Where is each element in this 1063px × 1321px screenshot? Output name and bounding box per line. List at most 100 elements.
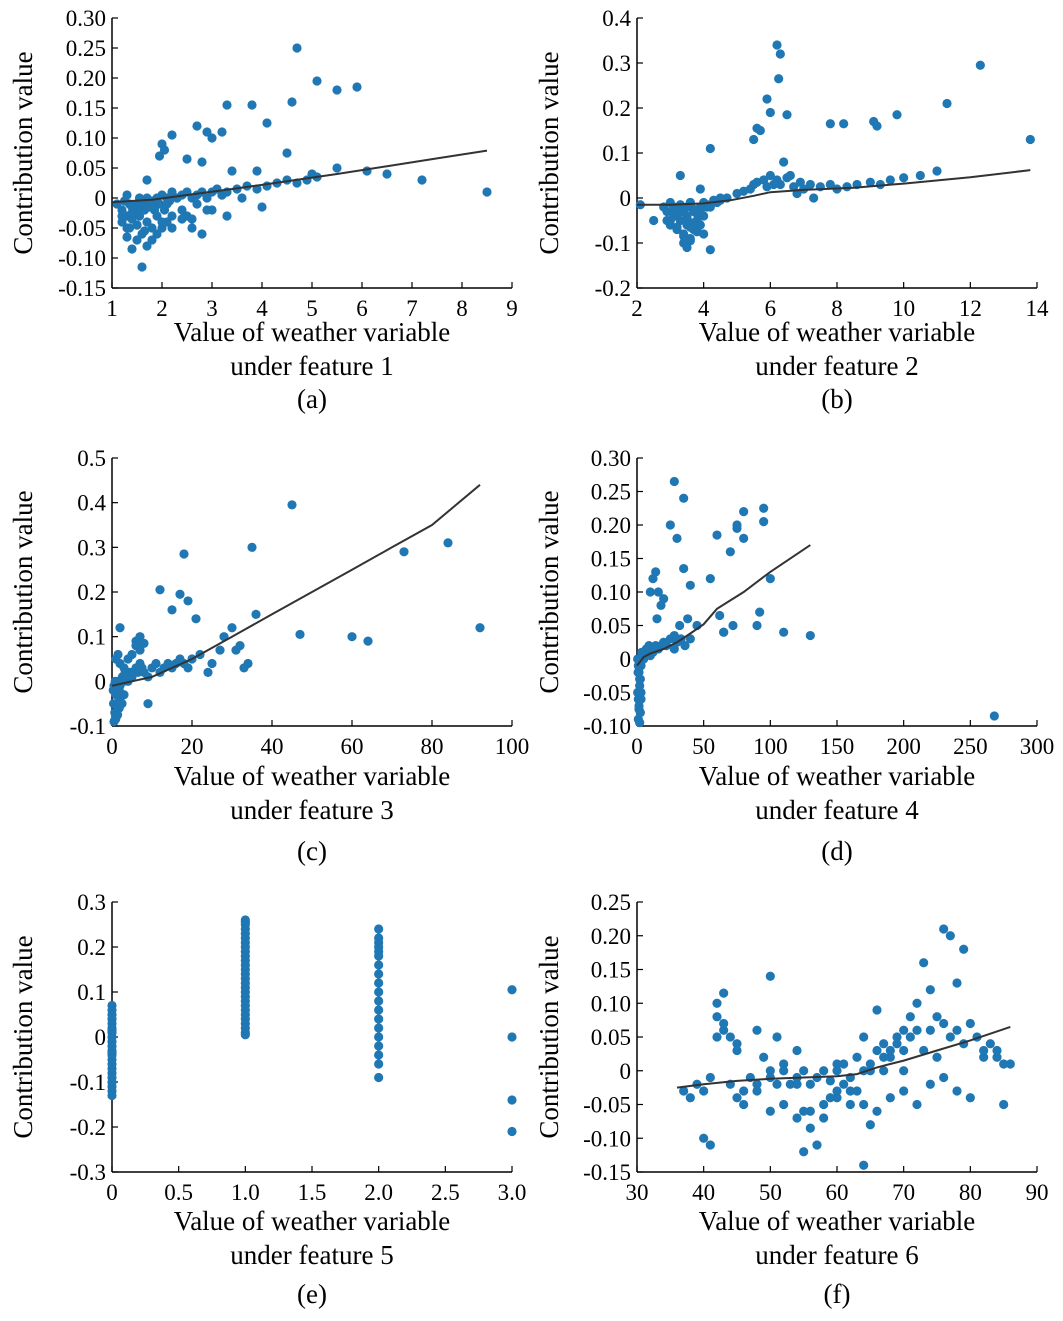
data-point (952, 1025, 962, 1035)
data-point (665, 520, 675, 530)
data-point (879, 1052, 889, 1062)
x-tick-label: 50 (759, 1180, 782, 1205)
x-tick-label: 9 (506, 296, 518, 321)
data-point (127, 208, 137, 218)
x-tick-label: 150 (820, 734, 855, 759)
data-point (839, 119, 849, 129)
x-tick-label: 60 (826, 1180, 849, 1205)
data-point (879, 1066, 889, 1076)
y-tick-label: 0.20 (591, 924, 631, 949)
data-point (167, 223, 177, 233)
data-point (805, 630, 815, 641)
data-point (679, 563, 689, 574)
y-tick-label: -0.10 (58, 246, 106, 271)
data-point (252, 166, 262, 176)
x-tick-label: 8 (456, 296, 468, 321)
data-point (649, 215, 659, 226)
data-point (382, 169, 392, 179)
data-point (122, 190, 132, 200)
data-point (939, 1072, 949, 1083)
y-tick-label: 0.05 (591, 614, 631, 639)
data-point (202, 205, 212, 215)
y-tick-label: 0 (620, 647, 632, 672)
data-point (985, 1039, 995, 1049)
data-point (732, 1039, 742, 1049)
y-tick-label: 0.10 (591, 991, 631, 1016)
data-point (952, 1086, 962, 1096)
data-point (719, 1018, 729, 1029)
data-point (705, 245, 715, 255)
panel-label: (d) (821, 836, 852, 866)
data-point (124, 223, 135, 233)
data-point (819, 1099, 829, 1110)
y-tick-label: 0.20 (591, 513, 631, 538)
data-point (172, 193, 182, 203)
data-point (633, 667, 643, 678)
data-point (772, 40, 782, 50)
data-point (227, 166, 237, 176)
data-point (852, 1052, 862, 1062)
data-point (689, 206, 699, 217)
data-point (825, 179, 835, 190)
data-point (999, 1099, 1009, 1110)
x-tick-label: 1.5 (298, 1180, 327, 1205)
y-tick-label: 0.15 (66, 96, 106, 121)
data-point (989, 711, 999, 721)
data-point (187, 214, 197, 224)
data-point (785, 1079, 795, 1089)
data-point (699, 229, 709, 239)
data-point (759, 503, 769, 513)
y-tick-label: 0.4 (602, 6, 631, 31)
x-axis-label: under feature 1 (230, 351, 393, 381)
data-point (705, 143, 715, 154)
data-point (374, 1032, 384, 1042)
x-tick-label: 2 (156, 296, 168, 321)
data-point (292, 43, 302, 53)
x-axis-label: under feature 4 (755, 795, 919, 825)
x-tick-label: 300 (1020, 734, 1055, 759)
data-point (805, 179, 815, 190)
data-point (912, 1099, 922, 1110)
trend-line (676, 1025, 1011, 1089)
data-point (685, 634, 695, 644)
y-axis-label: Contribution value (8, 935, 38, 1138)
x-axis-label: Value of weather variable (699, 1206, 976, 1236)
data-point (215, 645, 225, 655)
data-point (132, 235, 142, 245)
data-point (832, 1066, 842, 1076)
data-point (374, 1005, 384, 1015)
data-point (183, 663, 193, 673)
x-tick-label: 14 (1026, 296, 1050, 321)
y-tick-label: -0.2 (595, 276, 631, 301)
data-point (762, 94, 772, 104)
data-point (107, 1025, 117, 1035)
data-point (182, 154, 192, 164)
x-tick-label: 20 (181, 734, 204, 759)
data-point (699, 1133, 709, 1143)
x-axis-label: Value of weather variable (174, 317, 451, 347)
x-tick-label: 8 (831, 296, 843, 321)
data-point (685, 1093, 695, 1103)
y-tick-label: 0.5 (77, 446, 106, 471)
data-point (685, 580, 695, 590)
data-point (374, 1014, 384, 1024)
data-point (669, 630, 679, 641)
data-point (374, 978, 384, 988)
y-tick-label: -0.05 (58, 216, 106, 241)
data-point (117, 699, 127, 709)
data-point (725, 1032, 735, 1042)
data-point (127, 649, 137, 660)
y-tick-label: 0.1 (602, 141, 631, 166)
y-tick-label: 0 (95, 1025, 107, 1050)
y-tick-label: 0.15 (591, 958, 631, 983)
data-point (739, 1099, 749, 1110)
data-point (680, 641, 690, 651)
data-point (507, 985, 517, 995)
data-point (819, 1066, 829, 1076)
data-point (669, 476, 679, 487)
data-point (705, 1072, 715, 1083)
y-tick-label: 0 (620, 1059, 632, 1084)
data-point (352, 82, 362, 92)
data-point (839, 1059, 849, 1069)
data-point (312, 76, 322, 86)
